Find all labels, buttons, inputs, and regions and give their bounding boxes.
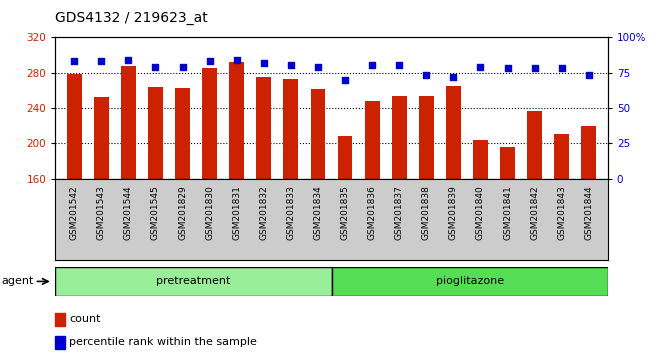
Text: GSM201833: GSM201833 xyxy=(287,185,295,240)
Bar xyxy=(256,77,271,179)
Text: GSM201545: GSM201545 xyxy=(151,185,160,240)
Bar xyxy=(121,67,136,179)
Bar xyxy=(94,97,109,179)
Text: GSM201543: GSM201543 xyxy=(97,185,106,240)
Point xyxy=(475,64,486,70)
Point xyxy=(231,57,242,63)
Text: GSM201830: GSM201830 xyxy=(205,185,214,240)
Text: GSM201842: GSM201842 xyxy=(530,185,539,240)
Text: GSM201834: GSM201834 xyxy=(313,185,322,240)
Bar xyxy=(581,126,596,179)
Bar xyxy=(55,267,332,296)
Text: GSM201542: GSM201542 xyxy=(70,185,79,240)
Point xyxy=(556,65,567,71)
Point xyxy=(529,65,539,71)
Text: GSM201844: GSM201844 xyxy=(584,185,593,240)
Text: GSM201839: GSM201839 xyxy=(449,185,458,240)
Bar xyxy=(175,88,190,179)
Bar xyxy=(392,97,407,179)
Point xyxy=(205,58,215,64)
Bar xyxy=(311,88,326,179)
Bar xyxy=(446,86,461,179)
Point xyxy=(150,64,161,70)
Text: GSM201840: GSM201840 xyxy=(476,185,485,240)
Text: GSM201829: GSM201829 xyxy=(178,185,187,240)
Text: GSM201835: GSM201835 xyxy=(341,185,350,240)
Bar xyxy=(332,267,608,296)
Point xyxy=(584,73,594,78)
Bar xyxy=(55,336,65,349)
Point xyxy=(124,57,134,63)
Bar xyxy=(473,140,488,179)
Bar xyxy=(554,134,569,179)
Text: GSM201544: GSM201544 xyxy=(124,185,133,240)
Bar xyxy=(500,147,515,179)
Text: GSM201836: GSM201836 xyxy=(368,185,376,240)
Text: percentile rank within the sample: percentile rank within the sample xyxy=(69,337,257,348)
Bar xyxy=(365,101,380,179)
Text: GSM201838: GSM201838 xyxy=(422,185,431,240)
Bar xyxy=(148,87,163,179)
Point xyxy=(259,60,269,65)
Text: GSM201841: GSM201841 xyxy=(503,185,512,240)
Bar xyxy=(337,136,352,179)
Point xyxy=(421,73,432,78)
Point xyxy=(448,74,459,80)
Text: pioglitazone: pioglitazone xyxy=(436,276,504,286)
Bar xyxy=(55,313,65,326)
Text: GSM201843: GSM201843 xyxy=(557,185,566,240)
Bar xyxy=(67,74,82,179)
Text: count: count xyxy=(69,314,101,325)
Point xyxy=(286,63,296,68)
Text: pretreatment: pretreatment xyxy=(156,276,231,286)
Point xyxy=(394,63,404,68)
Bar xyxy=(419,97,434,179)
Bar xyxy=(229,62,244,179)
Text: agent: agent xyxy=(1,276,34,286)
Bar xyxy=(527,110,542,179)
Text: GSM201837: GSM201837 xyxy=(395,185,404,240)
Text: GSM201831: GSM201831 xyxy=(232,185,241,240)
Point xyxy=(340,77,350,82)
Point xyxy=(502,65,513,71)
Text: GDS4132 / 219623_at: GDS4132 / 219623_at xyxy=(55,11,208,25)
Point xyxy=(367,63,377,68)
Bar xyxy=(283,79,298,179)
Bar xyxy=(202,68,217,179)
Point xyxy=(313,64,323,70)
Point xyxy=(177,64,188,70)
Text: GSM201832: GSM201832 xyxy=(259,185,268,240)
Point xyxy=(96,58,107,64)
Point xyxy=(69,58,79,64)
